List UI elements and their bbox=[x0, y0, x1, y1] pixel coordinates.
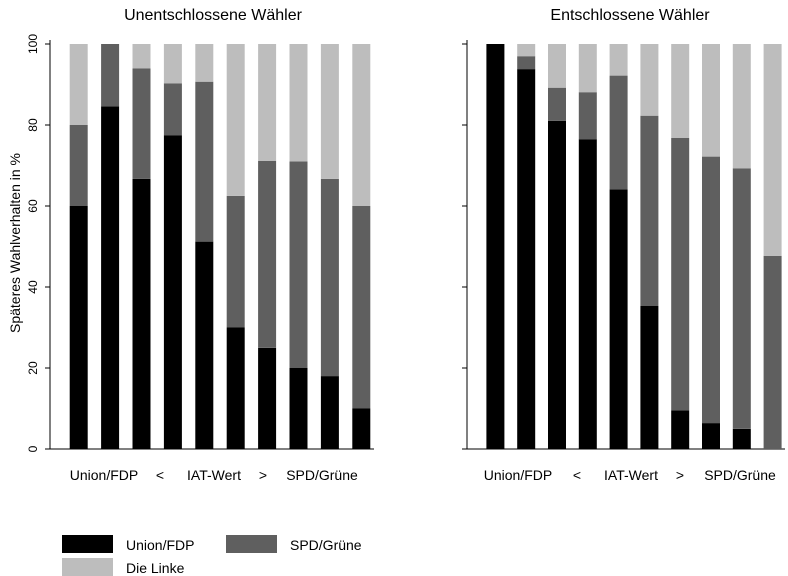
bar-segment-union-fdp bbox=[163, 135, 182, 449]
bar-segment-spd-gr-ne bbox=[578, 92, 597, 140]
bar-segment-union-fdp bbox=[195, 241, 214, 449]
bar-segment-die-linke bbox=[763, 44, 782, 256]
bar-segment-spd-gr-ne bbox=[195, 81, 214, 242]
x-annotation: > bbox=[259, 467, 267, 483]
y-tick-label: 20 bbox=[26, 361, 40, 375]
bar-segment-spd-gr-ne bbox=[163, 83, 182, 136]
bar-segment-spd-gr-ne bbox=[732, 168, 751, 429]
legend-label-union-fdp: Union/FDP bbox=[126, 537, 194, 553]
x-annotation: SPD/Grüne bbox=[286, 467, 358, 483]
bar-segment-spd-gr-ne bbox=[101, 44, 120, 107]
y-tick-label: 40 bbox=[26, 280, 40, 294]
bar-segment-union-fdp bbox=[132, 178, 151, 449]
bar-segment-union-fdp bbox=[486, 44, 505, 449]
bar-segment-die-linke bbox=[548, 44, 566, 88]
bar-segment-spd-gr-ne bbox=[320, 178, 339, 377]
bar-segment-union-fdp bbox=[258, 347, 277, 450]
bar-segment-spd-gr-ne bbox=[763, 255, 782, 449]
x-annotation: Union/FDP bbox=[70, 467, 138, 483]
bar-segment-union-fdp bbox=[609, 189, 628, 449]
bar-segment-die-linke bbox=[517, 44, 536, 57]
bar-segment-union-fdp bbox=[289, 368, 308, 449]
bar-segment-die-linke bbox=[163, 44, 182, 84]
y-axis-label: Späteres Wahlverhalten in % bbox=[7, 153, 23, 333]
legend-swatch-union-fdp bbox=[62, 535, 113, 553]
bar-segment-die-linke bbox=[195, 44, 214, 82]
y-tick-label: 60 bbox=[26, 199, 40, 213]
bar-segment-union-fdp bbox=[578, 139, 597, 449]
bar-segment-die-linke bbox=[226, 44, 245, 196]
bar-segment-spd-gr-ne bbox=[226, 195, 245, 328]
bar-segment-union-fdp bbox=[517, 69, 536, 449]
y-tick-label: 0 bbox=[26, 445, 40, 452]
bar-segment-union-fdp bbox=[101, 106, 120, 450]
bar-segment-die-linke bbox=[702, 44, 720, 157]
bar-segment-die-linke bbox=[578, 44, 597, 93]
bar-segment-union-fdp bbox=[732, 428, 751, 450]
bar-segment-spd-gr-ne bbox=[69, 125, 88, 206]
x-annotation: IAT-Wert bbox=[187, 467, 241, 483]
bar-segment-spd-gr-ne bbox=[671, 138, 690, 411]
panel-decided-voters: Entschlossene Wähler Union/FDP < IAT-Wert >… bbox=[462, 7, 785, 483]
legend-label-die-linke: Die Linke bbox=[126, 560, 185, 576]
bar-segment-union-fdp bbox=[352, 408, 371, 449]
bar-segment-union-fdp bbox=[69, 206, 88, 449]
bar-segment-die-linke bbox=[289, 44, 308, 162]
bar-segment-spd-gr-ne bbox=[548, 87, 566, 121]
legend: Union/FDP SPD/Grüne Die Linke bbox=[62, 535, 362, 576]
x-annotation: > bbox=[676, 467, 684, 483]
bar-segment-spd-gr-ne bbox=[702, 156, 720, 424]
panel-undecided-voters: Unentschlossene Wähler 0 20 40 60 80 100 Union… bbox=[26, 7, 374, 483]
bar-segment-die-linke bbox=[609, 44, 628, 76]
bar-segment-die-linke bbox=[671, 44, 690, 138]
bar-segment-spd-gr-ne bbox=[640, 115, 659, 306]
bar-segment-die-linke bbox=[352, 44, 371, 206]
x-annotation: Union/FDP bbox=[484, 467, 552, 483]
x-annotation: IAT-Wert bbox=[604, 467, 658, 483]
x-annotation: < bbox=[156, 467, 164, 483]
bar-segment-union-fdp bbox=[702, 423, 720, 449]
legend-swatch-spd-gruene bbox=[226, 535, 277, 553]
bar-segment-union-fdp bbox=[226, 327, 245, 449]
y-tick-label: 100 bbox=[26, 34, 40, 54]
bar-segment-die-linke bbox=[258, 44, 277, 161]
legend-label-spd-gruene: SPD/Grüne bbox=[290, 537, 362, 553]
bar-segment-union-fdp bbox=[320, 376, 339, 449]
bar-segment-spd-gr-ne bbox=[352, 206, 371, 409]
bar-segment-union-fdp bbox=[640, 306, 659, 449]
bar-segment-union-fdp bbox=[671, 410, 690, 449]
bar-segment-spd-gr-ne bbox=[289, 161, 308, 368]
bar-segment-die-linke bbox=[69, 44, 88, 125]
bar-segment-spd-gr-ne bbox=[517, 56, 536, 70]
bar-segment-spd-gr-ne bbox=[258, 161, 277, 348]
bar-segment-die-linke bbox=[320, 44, 339, 179]
bar-segment-spd-gr-ne bbox=[609, 75, 628, 190]
bar-segment-die-linke bbox=[132, 44, 151, 69]
bar-segment-union-fdp bbox=[548, 120, 566, 450]
x-annotation: < bbox=[573, 467, 581, 483]
panel-title: Entschlossene Wähler bbox=[550, 7, 710, 24]
panel-title: Unentschlossene Wähler bbox=[124, 7, 303, 24]
bar-segment-spd-gr-ne bbox=[132, 68, 151, 179]
y-tick-label: 80 bbox=[26, 118, 40, 132]
bar-segment-die-linke bbox=[732, 44, 751, 169]
x-annotation: SPD/Grüne bbox=[704, 467, 776, 483]
legend-swatch-die-linke bbox=[62, 558, 113, 576]
bar-segment-die-linke bbox=[640, 44, 659, 116]
